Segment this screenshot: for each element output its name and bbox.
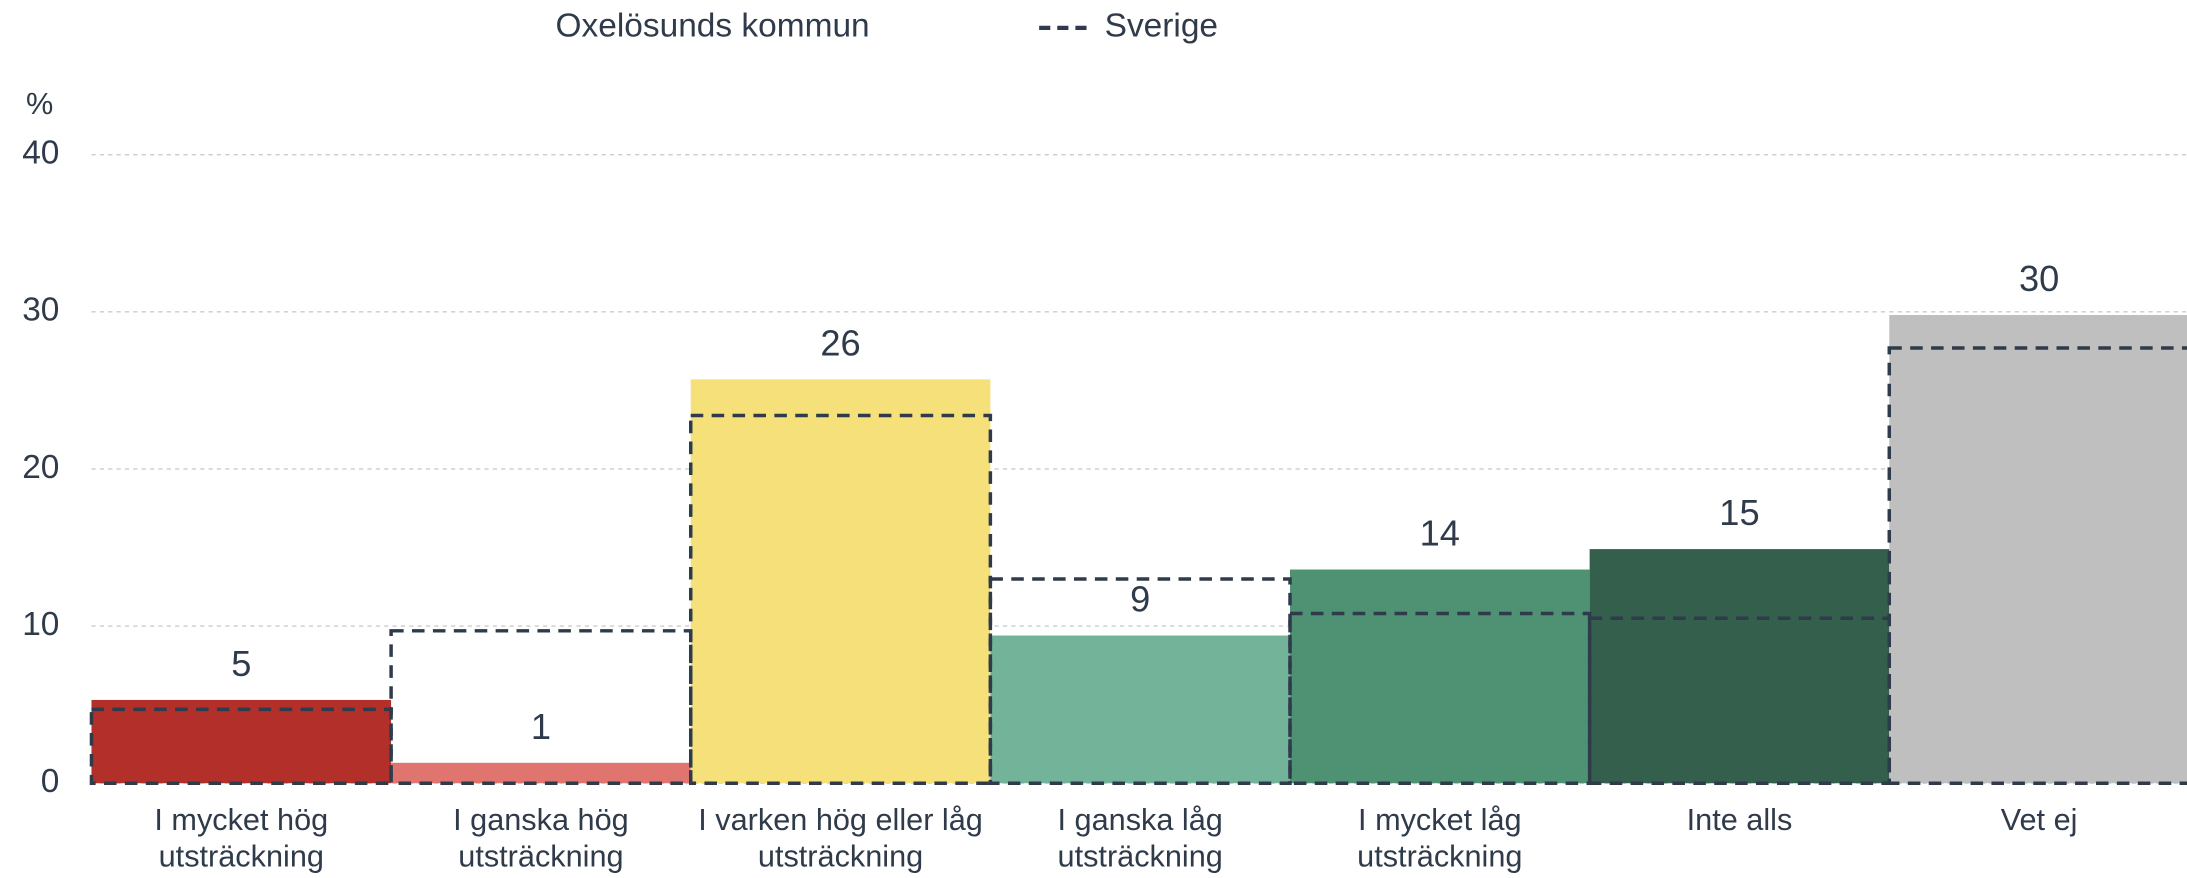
y-tick-label: 10 [22,606,59,643]
x-tick-line: Vet ej [2001,803,2078,837]
y-tick-label: 40 [22,135,59,172]
value-label: 30 [2019,258,2059,299]
value-label: 1 [531,706,551,747]
bar [91,699,392,784]
x-tick-label: Vet ej [2001,803,2078,837]
x-tick-label: I mycket hög utsträckning [154,803,328,873]
bar [391,762,691,784]
x-tick-label: I mycket låg utsträckning [1357,803,1522,873]
x-tick-line: Inte alls [1687,803,1793,837]
x-tick-line: I ganska hög [453,803,629,837]
reference-outline [1288,611,1592,785]
reference-outline [389,629,693,785]
x-tick-line: utsträckning [458,840,623,874]
bar [990,635,1291,784]
x-tick-label: I ganska hög utsträckning [453,803,629,873]
x-tick-line: utsträckning [758,840,923,874]
x-tick-label: I ganska låg utsträckning [1058,803,1223,873]
y-tick-label: 20 [22,449,59,486]
legend-entry: Oxelösunds kommun [556,8,870,45]
value-label: 9 [1130,579,1150,620]
x-tick-line: I mycket hög [154,803,328,837]
value-label: 5 [231,643,251,684]
reference-outline [988,577,1292,785]
x-tick-line: utsträckning [1058,840,1223,874]
y-axis-label: % [26,87,53,121]
x-tick-label: Inte alls [1687,803,1793,837]
value-label: 14 [1420,513,1460,554]
x-tick-line: I ganska låg [1058,803,1223,837]
y-tick-label: 30 [22,292,59,329]
x-tick-label: I varken hög eller låg utsträckning [698,803,983,873]
x-tick-line: utsträckning [1357,840,1522,874]
value-label: 26 [820,323,860,364]
bar [1889,314,2187,784]
reference-outline [89,707,393,785]
bar [1290,569,1590,784]
value-label: 15 [1719,492,1759,533]
reference-outline [1887,346,2187,785]
bar [1589,549,1890,784]
legend-entry: Sverige [1105,8,1218,45]
x-tick-line: I mycket låg [1358,803,1522,837]
x-tick-line: utsträckning [159,840,324,874]
bar [690,379,991,784]
x-tick-line: I varken hög eller låg [698,803,983,837]
y-tick-label: 0 [41,763,60,800]
